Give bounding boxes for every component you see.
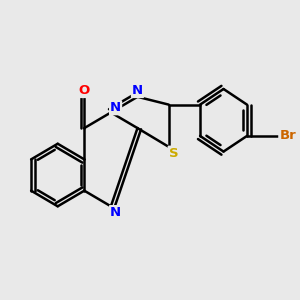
Text: Br: Br [279,129,296,142]
Text: N: N [132,84,143,97]
Text: S: S [169,147,178,160]
Text: N: N [110,206,121,219]
Text: O: O [79,84,90,97]
Text: N: N [110,101,121,114]
